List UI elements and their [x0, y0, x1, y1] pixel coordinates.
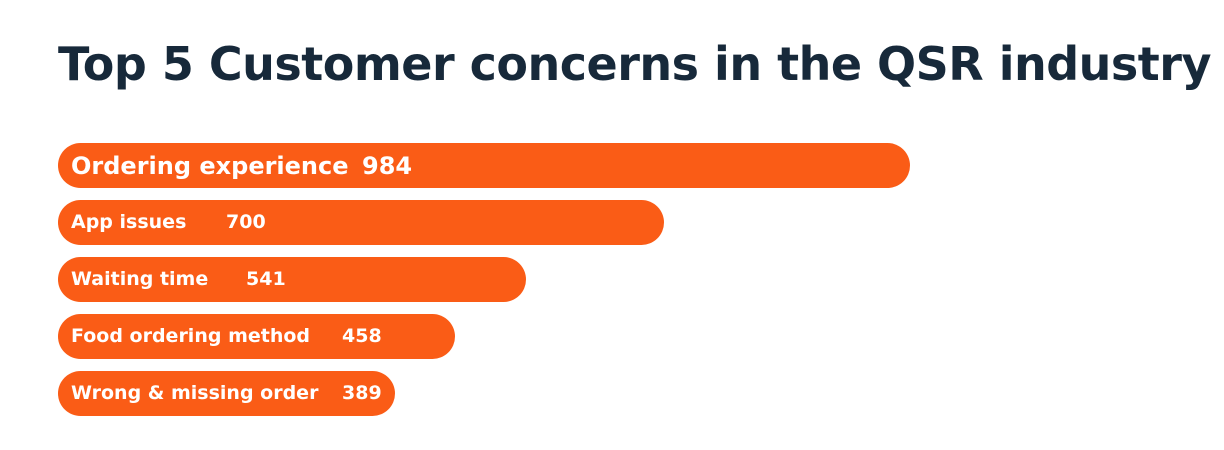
bar-label: App issues	[71, 211, 187, 233]
bar-label: Wrong & missing order	[71, 382, 319, 404]
bar-value: 541	[246, 268, 286, 290]
bar-value: 984	[362, 151, 413, 180]
bar-value: 458	[342, 325, 382, 347]
bar-value: 389	[342, 382, 382, 404]
bar-value: 700	[226, 211, 266, 233]
bar	[58, 143, 910, 188]
bar	[58, 314, 455, 359]
bar	[58, 200, 664, 245]
bar-label: Ordering experience	[71, 151, 349, 180]
bar-label: Food ordering method	[71, 325, 311, 347]
chart-title: Top 5 Customer concerns in the QSR indus…	[58, 37, 1211, 91]
bar-label: Waiting time	[71, 268, 209, 290]
bar	[58, 257, 526, 302]
bar	[58, 371, 395, 416]
